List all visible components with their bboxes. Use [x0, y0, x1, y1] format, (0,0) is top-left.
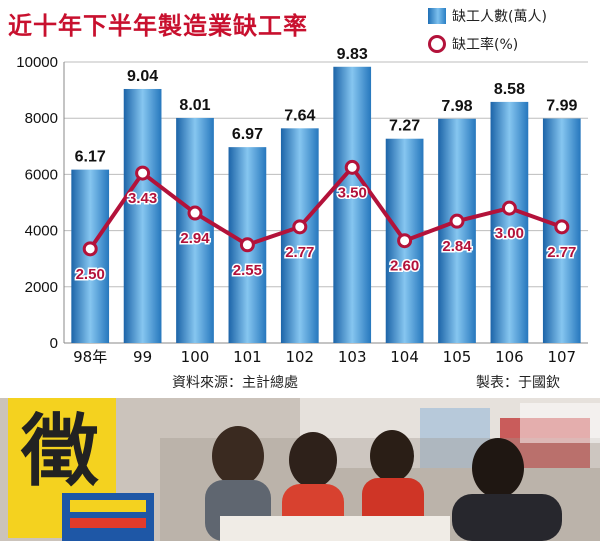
rate-point: [554, 219, 570, 235]
legend-bar-swatch: [428, 8, 446, 24]
x-tick-label: 107: [547, 348, 576, 366]
x-tick-label: 100: [181, 348, 210, 366]
legend-bar: 缺工人數(萬人): [428, 6, 547, 26]
rate-point: [135, 165, 151, 181]
rate-point: [292, 219, 308, 235]
bar-value-label: 8.58: [494, 81, 525, 98]
bar: [490, 101, 529, 343]
bar-value-label: 7.98: [441, 98, 472, 115]
bar-value-label: 8.01: [179, 97, 210, 114]
x-tick-label: 102: [285, 348, 314, 366]
x-tick-label: 105: [443, 348, 472, 366]
bar-value-label: 9.04: [127, 68, 158, 85]
bar: [123, 88, 162, 343]
bar-value-label: 7.99: [546, 97, 577, 114]
bar: [280, 128, 319, 343]
source-note: 資料來源：主計總處: [172, 375, 298, 391]
rate-value-label: 3.00: [495, 225, 524, 242]
rate-point: [501, 200, 517, 216]
y-tick-label: 8000: [25, 110, 58, 127]
rate-value-label: 2.77: [285, 244, 314, 261]
sign-character: 徵: [20, 406, 99, 497]
rate-line: [88, 165, 563, 251]
bar-value-label: 7.64: [284, 107, 315, 124]
rate-value-label: 2.94: [180, 230, 210, 247]
rate-point: [449, 213, 465, 229]
rate-value-label: 2.84: [442, 238, 472, 255]
photo-illustration: 徵: [0, 398, 600, 541]
y-tick-label: 2000: [25, 279, 58, 296]
chart-title: 近十年下半年製造業缺工率: [8, 12, 308, 40]
x-tick-label: 104: [390, 348, 419, 366]
x-tick-label: 99: [133, 348, 152, 366]
legend-line: 缺工率(%): [428, 34, 518, 54]
author-note: 製表：于國欽: [476, 375, 560, 391]
chart-svg: 0 2000 4000 6000 8000 10000 6.17 98年 9.04 99 8.01…: [16, 46, 588, 366]
y-tick-label: 4000: [25, 223, 58, 240]
x-tick-label: 101: [233, 348, 262, 366]
rate-value-label: 2.77: [547, 244, 576, 261]
bar: [438, 118, 476, 344]
bar-value-label: 9.83: [337, 46, 368, 63]
x-tick-label: 103: [338, 348, 367, 366]
rate-value-label: 2.55: [233, 262, 262, 279]
rate-value-label: 3.43: [128, 190, 157, 207]
legend-bar-label: 缺工人數(萬人): [452, 9, 547, 25]
bar-value-label: 6.17: [75, 149, 106, 166]
legend-line-marker: [428, 35, 446, 53]
bar-value-label: 7.27: [389, 118, 420, 135]
job-fair-photo: 徵: [0, 398, 600, 541]
y-tick-label: 10000: [16, 54, 58, 71]
rate-value-label: 3.50: [338, 184, 367, 201]
y-tick-label: 0: [50, 335, 58, 352]
rate-point: [187, 205, 203, 221]
rate-value-label: 2.50: [76, 266, 105, 283]
rate-value-label: 2.60: [390, 258, 419, 275]
x-tick-label: 106: [495, 348, 524, 366]
bar: [333, 66, 372, 343]
rate-point: [239, 237, 255, 253]
bar: [176, 117, 214, 343]
rate-point: [82, 241, 98, 257]
y-tick-label: 6000: [25, 166, 58, 183]
x-tick-label: 98年: [73, 348, 107, 366]
rate-point: [397, 233, 413, 249]
rate-point: [344, 159, 360, 175]
bar-value-label: 6.97: [232, 126, 263, 143]
legend-line-label: 缺工率(%): [452, 37, 519, 53]
